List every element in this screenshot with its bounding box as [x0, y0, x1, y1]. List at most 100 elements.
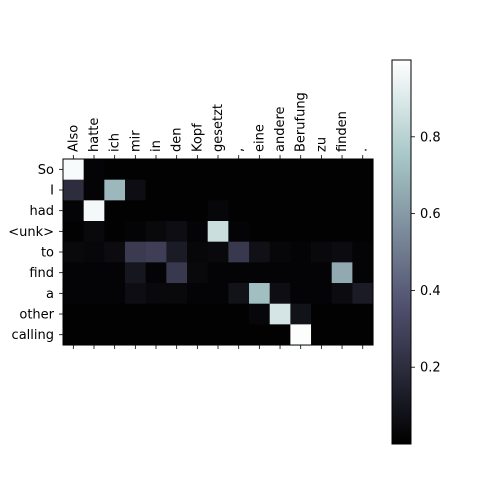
heatmap-cell [125, 262, 147, 284]
heatmap-cell [331, 303, 353, 325]
heatmap-cell [145, 200, 167, 222]
colorbar-tick-label: 0.2 [420, 361, 441, 376]
x-tick-label: Kopf [190, 123, 205, 152]
heatmap-cell [83, 200, 105, 222]
heatmap-cell [249, 241, 271, 263]
x-tick-label: in [149, 140, 164, 152]
heatmap-cell [104, 283, 126, 305]
heatmap-cell [290, 241, 312, 263]
heatmap-cell [228, 241, 250, 263]
x-tick-label: den [170, 128, 185, 153]
heatmap-cell [207, 179, 229, 201]
heatmap-cell [207, 159, 229, 181]
heatmap-cell [352, 221, 374, 243]
heatmap-cell [269, 159, 291, 181]
heatmap-cell [166, 283, 188, 305]
x-tick-label: eine [252, 124, 267, 152]
heatmap-cell [187, 262, 209, 284]
heatmap-cell [125, 221, 147, 243]
heatmap-cell [331, 200, 353, 222]
heatmap-cell [311, 221, 333, 243]
heatmap-cell [125, 200, 147, 222]
heatmap-cell [187, 221, 209, 243]
heatmap-cell [331, 324, 353, 346]
heatmap-cell [290, 200, 312, 222]
heatmap-cell [166, 262, 188, 284]
heatmap-cell [145, 283, 167, 305]
y-tick-label: to [41, 246, 54, 261]
heatmap-cell [207, 200, 229, 222]
heatmap-cell [125, 303, 147, 325]
heatmap-cell [166, 303, 188, 325]
heatmap-cell [311, 200, 333, 222]
heatmap-cell [331, 241, 353, 263]
heatmap-cell [228, 179, 250, 201]
heatmap-cell [166, 179, 188, 201]
y-tick-label: had [30, 204, 54, 219]
heatmap-cell [249, 221, 271, 243]
heatmap-cell [104, 221, 126, 243]
heatmap-cell [331, 159, 353, 181]
heatmap-cell [249, 159, 271, 181]
heatmap-cell [228, 324, 250, 346]
heatmap-cell [331, 221, 353, 243]
heatmap-cell [104, 179, 126, 201]
heatmap-cell [249, 324, 271, 346]
heatmap-cell [145, 262, 167, 284]
heatmap-cell [83, 179, 105, 201]
heatmap-cell [63, 324, 85, 346]
heatmap-cell [311, 262, 333, 284]
heatmap-cell [83, 303, 105, 325]
heatmap-cell [104, 324, 126, 346]
heatmap-cell [352, 283, 374, 305]
x-tick-label: hatte [87, 118, 102, 152]
x-tick-label: gesetzt [211, 104, 226, 152]
heatmap-cell [207, 221, 229, 243]
x-tick-label: finden [335, 111, 350, 152]
colorbar-tick-label: 0.8 [420, 130, 441, 145]
heatmap-cell [187, 179, 209, 201]
heatmap-cell [166, 221, 188, 243]
heatmap-cell [290, 283, 312, 305]
x-tick-label: Also [66, 125, 81, 152]
heatmap-cell [187, 159, 209, 181]
x-tick-label: mir [128, 130, 143, 152]
x-tick-label: Berufung [294, 92, 309, 152]
heatmap-cell [187, 324, 209, 346]
x-tick-label: . [356, 148, 371, 152]
heatmap-cell [269, 241, 291, 263]
heatmap-cell [269, 200, 291, 222]
heatmap-cell [352, 179, 374, 201]
heatmap-cell [63, 159, 85, 181]
heatmap-cell [166, 324, 188, 346]
heatmap-cell [207, 283, 229, 305]
heatmap-cell [269, 179, 291, 201]
heatmap-cell [145, 324, 167, 346]
heatmap-cell [104, 241, 126, 263]
y-tick-label: other [19, 308, 54, 323]
y-tick-label: a [46, 287, 54, 302]
colorbar-tick-label: 0.4 [420, 284, 441, 299]
heatmap-cell [125, 241, 147, 263]
heatmap-cell [63, 303, 85, 325]
heatmap-cell [145, 179, 167, 201]
heatmap-cell [228, 283, 250, 305]
heatmap-cell [352, 303, 374, 325]
heatmap-cell [166, 200, 188, 222]
heatmap-cell [228, 159, 250, 181]
heatmap-cell [249, 200, 271, 222]
heatmap-cell [290, 159, 312, 181]
heatmap-cells [63, 159, 374, 346]
heatmap-cell [228, 200, 250, 222]
heatmap-cell [290, 262, 312, 284]
heatmap-cell [83, 324, 105, 346]
heatmap-cell [311, 159, 333, 181]
heatmap-cell [331, 179, 353, 201]
heatmap-cell [187, 241, 209, 263]
x-tick-label: , [232, 148, 247, 152]
heatmap-cell [63, 221, 85, 243]
heatmap-cell [352, 200, 374, 222]
heatmap-cell [104, 262, 126, 284]
heatmap-cell [166, 159, 188, 181]
